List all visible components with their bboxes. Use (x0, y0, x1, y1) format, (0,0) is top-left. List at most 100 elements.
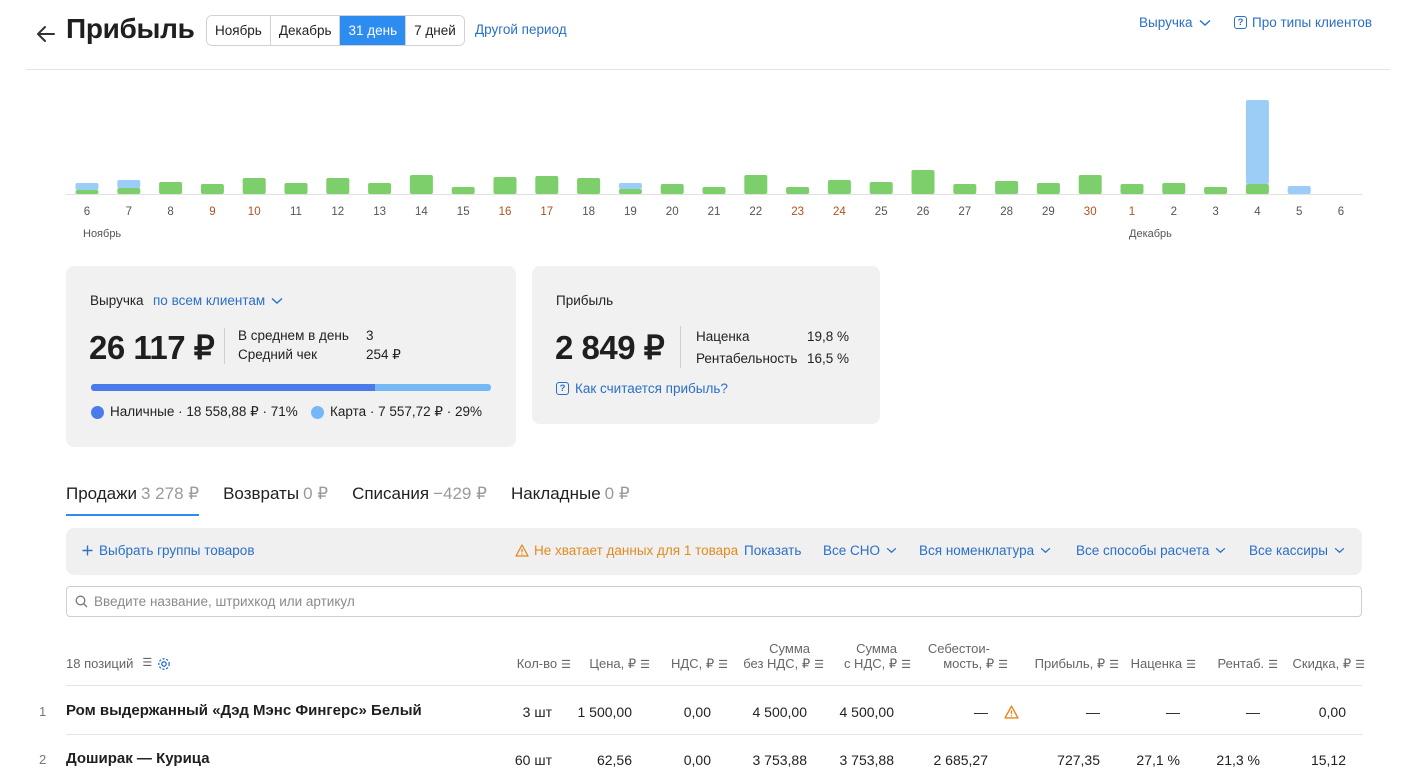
chart-bar[interactable] (159, 182, 183, 194)
col-cost[interactable]: Себестои- мость, ₽ ☰ (928, 641, 1008, 673)
col-profit[interactable]: Прибыль, ₽ ☰ (1035, 656, 1119, 673)
cell-markup: 27,1 % (1136, 752, 1180, 768)
cell-discount: 0,00 (1318, 704, 1346, 720)
chart-bar[interactable] (1287, 186, 1311, 194)
chart-bar[interactable] (744, 175, 768, 194)
plus-icon (82, 545, 93, 556)
chart-bar[interactable] (200, 184, 224, 194)
how-profit-label: Как считается прибыль? (575, 381, 728, 396)
chart-bar[interactable] (409, 175, 433, 194)
chart-bar[interactable] (869, 182, 893, 194)
avg-check-value: 254 ₽ (366, 347, 401, 362)
chart-bar[interactable] (368, 183, 392, 194)
tab-sales[interactable]: Продажи 3 278 ₽ (66, 484, 200, 516)
chart-bar[interactable] (75, 183, 99, 190)
divider (224, 328, 225, 364)
chart-bar[interactable] (1245, 184, 1269, 194)
chart-bar[interactable] (1120, 184, 1144, 194)
chart-tick-label: 18 (582, 206, 595, 218)
chart-tick-label: 20 (666, 206, 679, 218)
col-markup[interactable]: Наценка ☰ (1131, 656, 1196, 673)
chart-bar[interactable] (827, 180, 851, 194)
payment-method-dropdown[interactable]: Все способы расчета (1076, 543, 1226, 558)
payment-bar-cash (91, 384, 375, 391)
period-december[interactable]: Декабрь (270, 16, 341, 45)
col-rentab[interactable]: Рентаб. ☰ (1218, 656, 1278, 673)
chevron-down-icon (1040, 547, 1051, 554)
col-qty[interactable]: Кол-во ☰ (517, 656, 571, 673)
how-profit-link[interactable]: ? Как считается прибыль? (556, 381, 728, 396)
client-types-link[interactable]: ? Про типы клиентов (1234, 15, 1372, 30)
col-price[interactable]: Цена, ₽ ☰ (589, 656, 650, 673)
cell-price: 1 500,00 (577, 704, 633, 720)
chart-bar[interactable] (577, 178, 601, 194)
chart-bar[interactable] (535, 176, 559, 194)
chart-bar[interactable] (911, 170, 935, 194)
period-november[interactable]: Ноябрь (207, 16, 271, 45)
chart-tick-label: 13 (373, 206, 386, 218)
cashiers-dropdown[interactable]: Все кассиры (1249, 543, 1345, 558)
chart-bar[interactable] (117, 188, 141, 194)
chart-bar[interactable] (618, 183, 642, 189)
chart-bar[interactable] (1204, 187, 1228, 194)
profitability-label: Рентабельность (696, 351, 798, 366)
avg-day-label: В среднем в день (238, 328, 349, 343)
chart-tick-label: 11 (290, 206, 302, 218)
chart-bar[interactable] (1078, 175, 1102, 194)
sort-icon: ☰ (561, 659, 571, 671)
chart-bar[interactable] (618, 189, 642, 194)
chart-bar[interactable] (1245, 100, 1269, 184)
chart-bar[interactable] (284, 183, 308, 194)
metric-dropdown[interactable]: Выручка (1139, 15, 1211, 30)
chart-tick-label: 28 (1000, 206, 1013, 218)
chevron-down-icon (886, 547, 897, 554)
tab-invoices[interactable]: Накладные 0 ₽ (511, 484, 630, 516)
legend-cash: Наличные · 18 558,88 ₽ · 71% (91, 404, 298, 420)
positions-count-label: 18 позиций (66, 656, 134, 671)
col-markup-label: Наценка (1130, 656, 1183, 671)
col-vat[interactable]: НДС, ₽ ☰ (671, 656, 728, 673)
tab-writeoffs[interactable]: Списания −429 ₽ (352, 484, 487, 516)
warning-icon[interactable] (1004, 705, 1019, 719)
other-period-link[interactable]: Другой период (475, 22, 567, 37)
cell-markup: — (1166, 704, 1180, 720)
chart-tick-label: 4 (1254, 206, 1261, 218)
col-sum-no-vat[interactable]: Сумма без НДС, ₽ ☰ (743, 641, 824, 673)
show-missing-link[interactable]: Показать (744, 543, 802, 558)
chart-bar[interactable] (451, 187, 475, 194)
search-input[interactable] (94, 594, 1294, 609)
chart-bar[interactable] (326, 178, 350, 194)
client-filter-label: по всем клиентам (153, 293, 266, 308)
chart-bar[interactable] (1036, 183, 1060, 194)
page-header: Прибыль Ноябрь Декабрь 31 день 7 дней Др… (26, 0, 1390, 70)
chart-bar[interactable] (493, 177, 517, 194)
chart-bar[interactable] (702, 187, 726, 194)
chart-bar[interactable] (995, 181, 1019, 194)
col-discount[interactable]: Скидка, ₽ ☰ (1293, 656, 1366, 673)
client-filter-dropdown[interactable]: по всем клиентам (153, 293, 283, 308)
chart-bar[interactable] (953, 184, 977, 194)
chart-bar[interactable] (660, 184, 684, 194)
chart-bar[interactable] (242, 178, 266, 194)
chart-bar[interactable] (117, 180, 141, 188)
legend-card-label: Карта · 7 557,72 ₽ · 29% (330, 404, 483, 419)
nomenclature-dropdown[interactable]: Вся номенклатура (919, 543, 1051, 558)
sort-icon[interactable]: ☰ (142, 657, 153, 669)
col-sum-vat[interactable]: Сумма с НДС, ₽ ☰ (844, 641, 911, 673)
period-7-days[interactable]: 7 дней (406, 16, 464, 45)
back-arrow-icon[interactable] (32, 20, 60, 48)
col-sum-no-vat-line1: Сумма (769, 641, 810, 656)
legend-cash-label: Наличные · 18 558,88 ₽ · 71% (110, 404, 298, 419)
tab-returns[interactable]: Возвраты 0 ₽ (223, 484, 328, 516)
period-31-days[interactable]: 31 день (340, 16, 407, 45)
chart-bar[interactable] (1162, 183, 1186, 194)
sno-dropdown[interactable]: Все СНО (823, 543, 897, 558)
cell-sum-no-vat: 3 753,88 (752, 752, 808, 768)
cell-sum-no-vat: 4 500,00 (752, 704, 808, 720)
payment-bar-card (375, 384, 491, 391)
chart-bar[interactable] (786, 187, 810, 194)
chart-bar[interactable] (75, 190, 99, 194)
select-groups-button[interactable]: Выбрать группы товаров (82, 543, 255, 558)
settings-gear-icon[interactable] (157, 657, 171, 671)
col-vat-label: НДС, ₽ (671, 656, 715, 671)
